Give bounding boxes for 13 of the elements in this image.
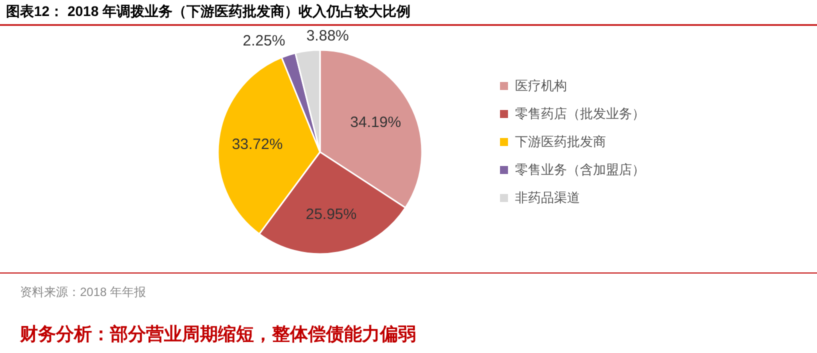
data-label: 33.72% <box>232 136 283 154</box>
legend-label: 下游医药批发商 <box>515 134 606 149</box>
legend-label: 医疗机构 <box>515 78 567 93</box>
data-label: 34.19% <box>350 114 402 131</box>
text: 财务分析：部分营业周期缩短，整体偿债能力偏弱 <box>19 324 416 344</box>
legend-label: 零售药店（批发业务） <box>515 106 645 121</box>
legend-label: 非药品渠道 <box>515 190 580 205</box>
data-label: 3.88% <box>306 28 349 45</box>
data-label: 25.95% <box>306 206 357 224</box>
text: 资料来源：2018 年年报 <box>20 285 146 299</box>
chart-title: 图表12： 2018 年调拨业务（下游医药批发商）收入仍占较大比例 <box>6 3 410 19</box>
data-label: 2.25% <box>242 32 286 50</box>
legend-label: 零售业务（含加盟店） <box>515 162 645 177</box>
